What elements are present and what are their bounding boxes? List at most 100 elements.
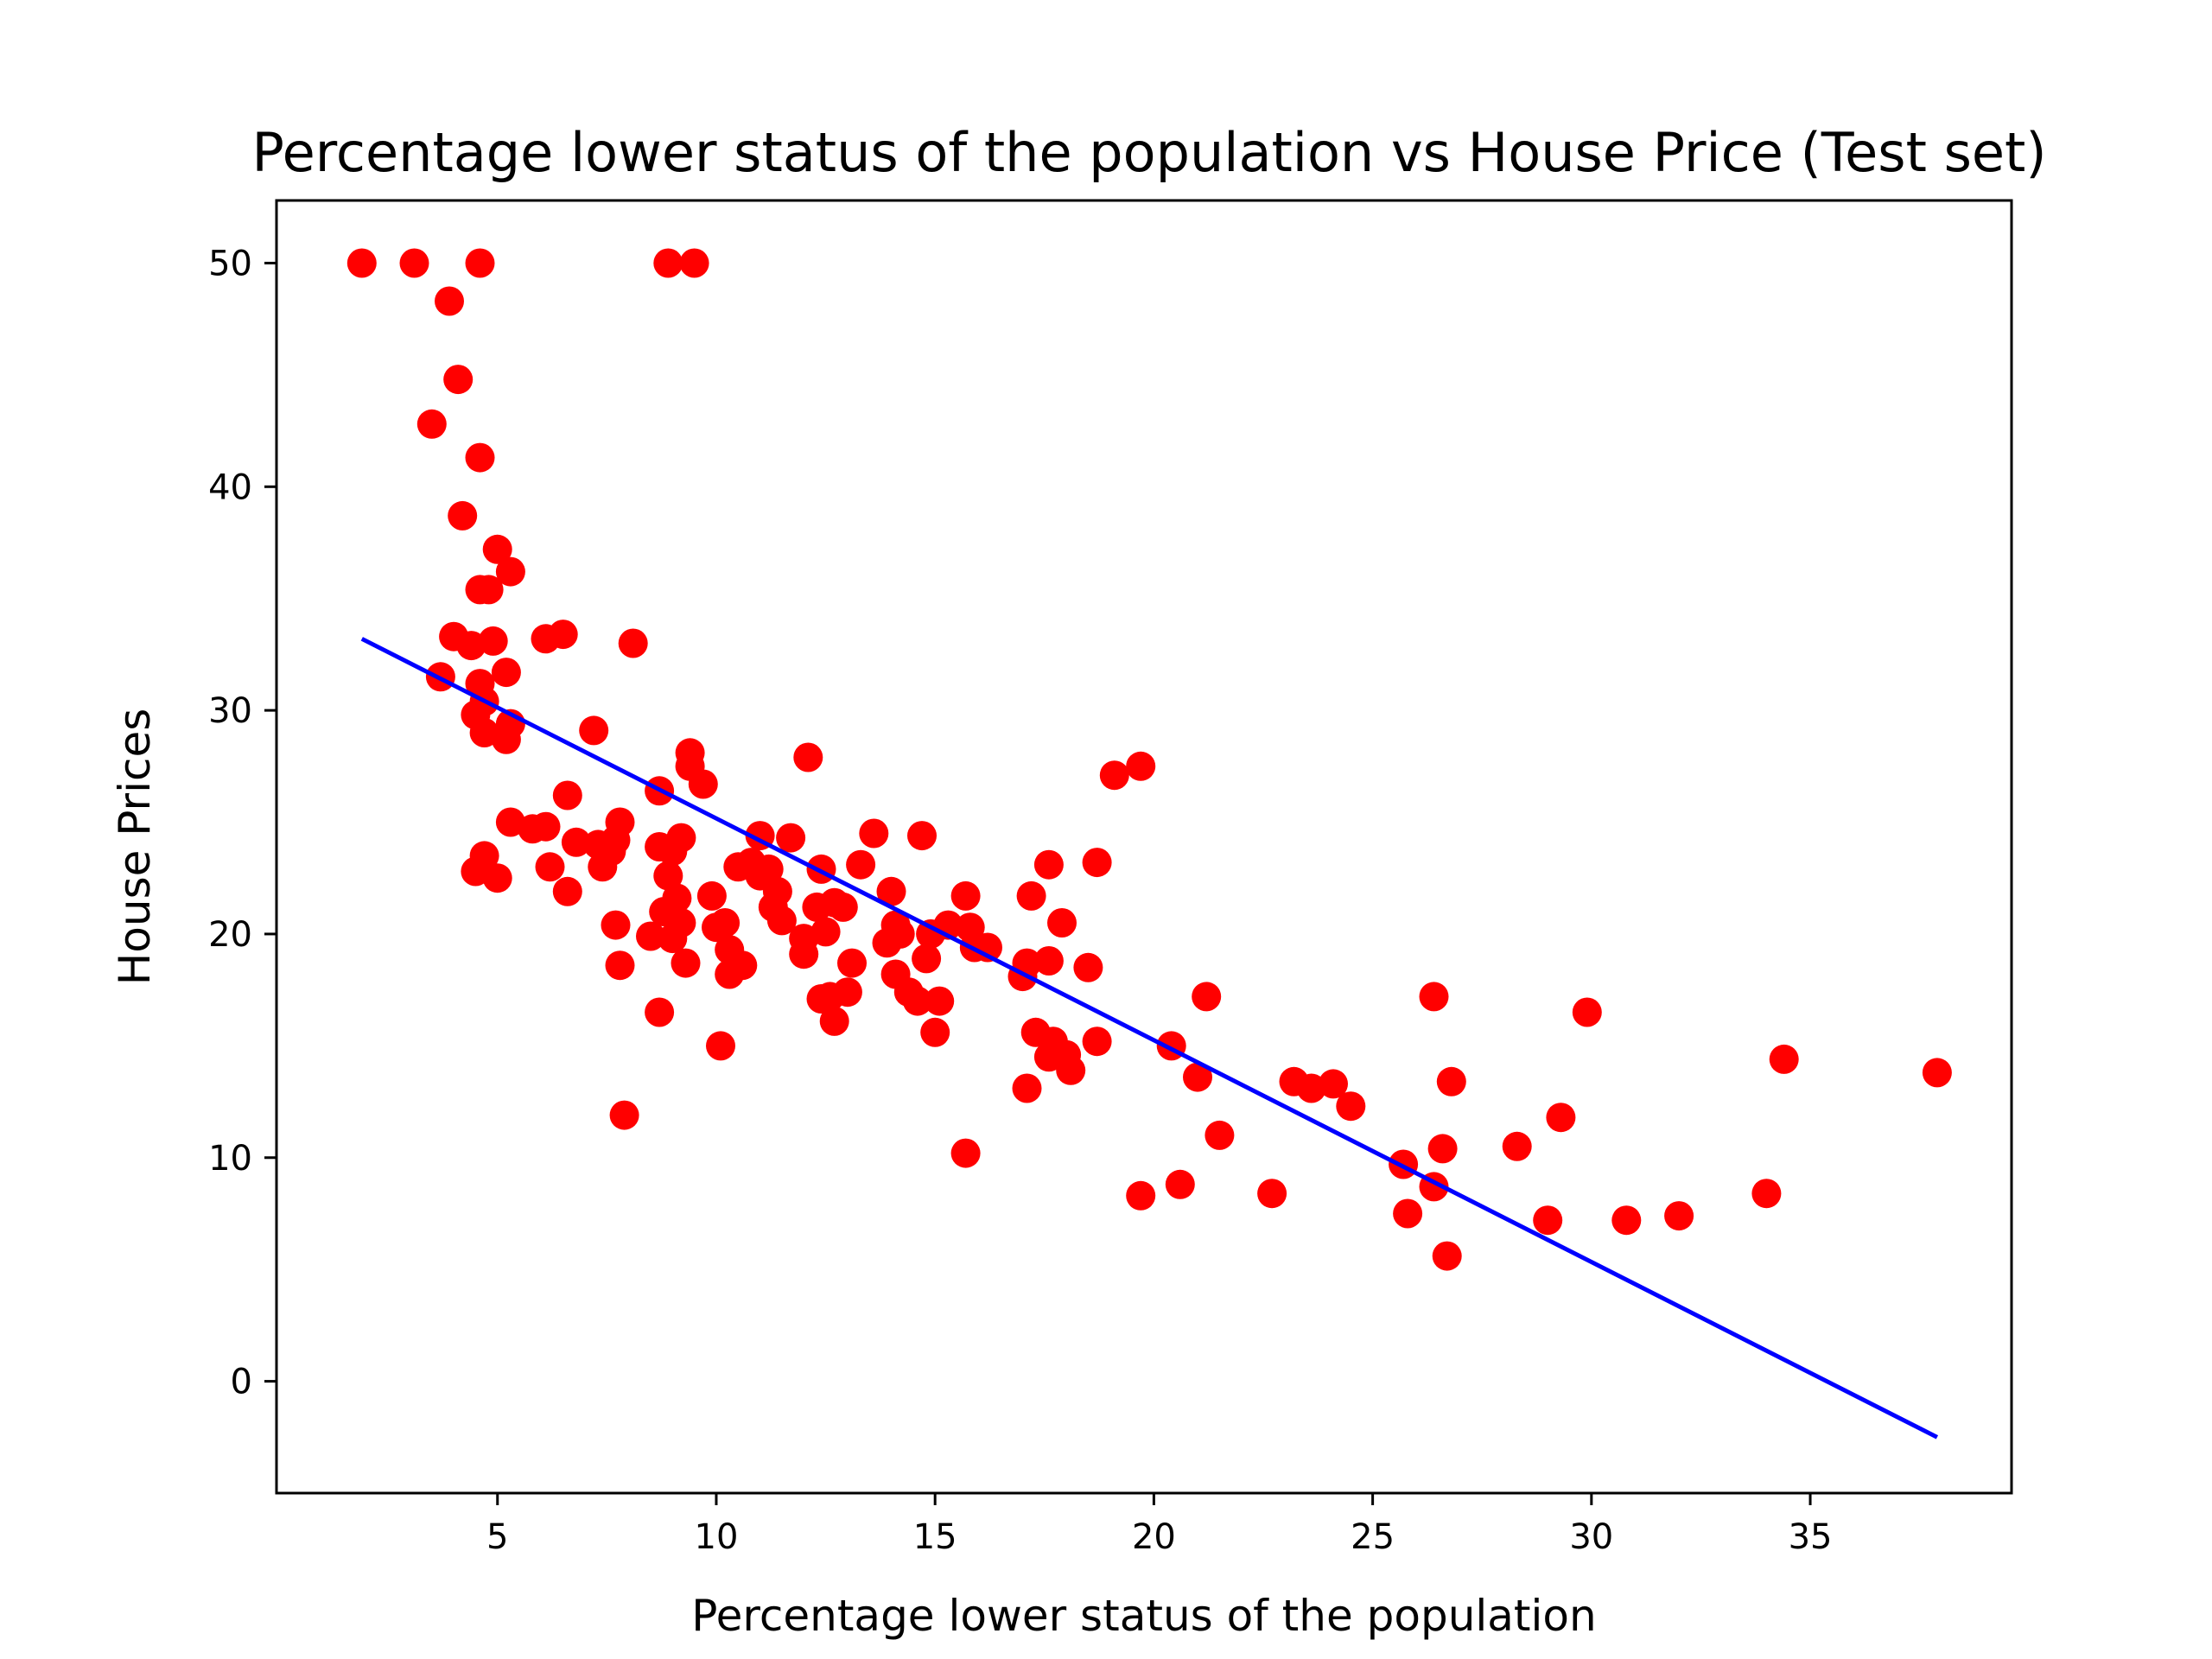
- scatter-point: [579, 715, 609, 746]
- scatter-point: [448, 500, 478, 531]
- x-tick-label: 5: [486, 1517, 508, 1557]
- scatter-point: [907, 821, 937, 851]
- scatter-point: [1502, 1131, 1532, 1161]
- scatter-point: [1427, 1134, 1458, 1164]
- scatter-point: [810, 917, 841, 947]
- scatter-point: [1751, 1179, 1782, 1209]
- chart-title: Percentage lower status of the populatio…: [251, 121, 2046, 184]
- regression-line: [360, 637, 1939, 1440]
- scatter-point: [710, 908, 741, 938]
- scatter-point: [1319, 1069, 1348, 1099]
- x-axis-label: Percentage lower status of the populatio…: [691, 1591, 1596, 1641]
- scatter-point: [653, 248, 683, 278]
- scatter-point: [828, 892, 858, 922]
- scatter-point: [1126, 751, 1156, 781]
- scatter-point: [482, 863, 512, 893]
- x-tick-label: 30: [1569, 1517, 1613, 1557]
- scatter-point: [399, 248, 429, 278]
- y-tick-label: 40: [208, 467, 252, 507]
- scatter-point: [1082, 1027, 1112, 1057]
- scatter-point: [535, 852, 565, 882]
- scatter-point: [696, 880, 727, 911]
- y-tick-label: 20: [208, 915, 252, 955]
- scatter-point: [912, 944, 942, 974]
- scatter-point: [859, 818, 889, 849]
- scatter-point: [636, 921, 665, 951]
- scatter-point: [876, 876, 906, 906]
- scatter-point: [1126, 1180, 1156, 1211]
- y-tick-label: 10: [208, 1139, 252, 1179]
- scatter-point: [1533, 1205, 1563, 1236]
- y-tick-label: 0: [231, 1363, 252, 1402]
- scatter-point: [1073, 952, 1103, 982]
- scatter-point: [819, 1006, 849, 1036]
- scatter-point: [552, 780, 582, 810]
- scatter-point: [548, 620, 578, 650]
- scatter-point: [1572, 997, 1602, 1027]
- scatter-point: [950, 1138, 981, 1168]
- y-axis-label: House Prices: [110, 709, 160, 986]
- scatter-point: [1419, 982, 1449, 1012]
- plot-frame: [275, 199, 2013, 1495]
- scatter-point: [666, 823, 696, 853]
- scatter-point: [728, 950, 758, 981]
- y-axis: 0 10 20 30 40 50: [208, 244, 276, 1402]
- scatter-point: [806, 854, 836, 884]
- scatter-point: [653, 861, 683, 891]
- scatter-point: [1033, 946, 1064, 976]
- scatter-point: [605, 950, 635, 981]
- scatter-point: [688, 769, 718, 799]
- scatter-point: [925, 986, 955, 1016]
- scatter-point: [645, 997, 675, 1027]
- scatter-point: [474, 575, 504, 605]
- scatter-point: [1056, 1055, 1086, 1085]
- scatter-point: [793, 742, 823, 772]
- scatter-point: [902, 986, 932, 1016]
- scatter-point: [1922, 1058, 1952, 1088]
- scatter-point: [920, 1017, 950, 1047]
- scatter-point: [1336, 1091, 1366, 1122]
- scatter-point: [435, 286, 464, 316]
- scatter-point: [601, 910, 631, 940]
- scatter-point: [832, 977, 862, 1007]
- scatter-point: [1082, 848, 1112, 878]
- scatter-point: [706, 1031, 735, 1061]
- scatter-point: [478, 626, 508, 656]
- scatter-point: [491, 658, 521, 688]
- scatter-point: [1611, 1205, 1642, 1236]
- scatter-point: [609, 1100, 639, 1130]
- plot-area: [346, 248, 1952, 1440]
- scatter-point: [846, 849, 876, 880]
- x-axis: 5 10 15 20 25 30 35: [486, 1493, 1832, 1557]
- scatter-point: [776, 823, 806, 853]
- scatter-point: [465, 248, 495, 278]
- scatter-point: [885, 918, 915, 949]
- scatter-point: [1016, 880, 1046, 911]
- scatter-point: [1296, 1073, 1326, 1103]
- scatter-point: [482, 534, 512, 564]
- scatter-point: [1257, 1179, 1287, 1209]
- x-tick-label: 15: [913, 1517, 957, 1557]
- scatter-point: [1205, 1120, 1235, 1150]
- scatter-point: [1047, 908, 1077, 938]
- y-tick-label: 30: [208, 691, 252, 731]
- scatter-point: [1192, 982, 1222, 1012]
- scatter-point: [491, 724, 521, 754]
- scatter-point: [1436, 1066, 1466, 1096]
- scatter-point: [588, 852, 618, 882]
- scatter-point: [1012, 1073, 1042, 1103]
- scatter-point: [1546, 1103, 1576, 1133]
- scatter-point: [1664, 1201, 1694, 1231]
- scatter-point: [671, 948, 701, 978]
- scatter-point: [658, 924, 688, 954]
- scatter-point: [1099, 760, 1129, 791]
- scatter-point: [950, 880, 981, 911]
- x-tick-label: 25: [1351, 1517, 1395, 1557]
- scatter-point: [1033, 849, 1064, 880]
- scatter-point: [443, 365, 474, 395]
- scatter-point: [456, 631, 486, 661]
- scatter-point: [618, 628, 648, 658]
- x-tick-label: 20: [1132, 1517, 1176, 1557]
